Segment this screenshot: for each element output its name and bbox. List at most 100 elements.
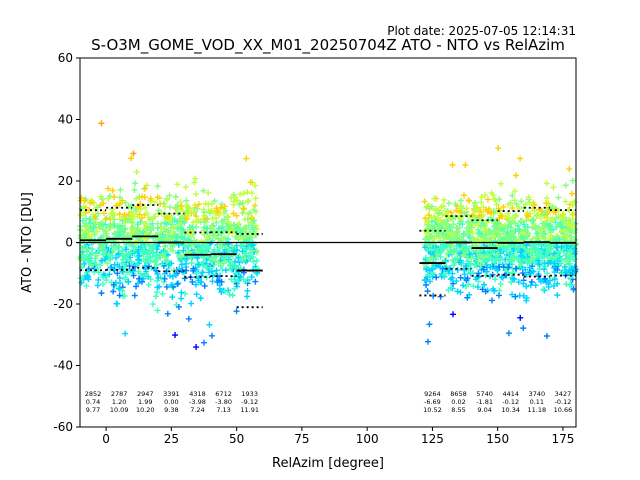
scatter-point	[190, 219, 197, 226]
scatter-point	[426, 278, 433, 285]
scatter-point	[127, 249, 134, 256]
scatter-point	[519, 217, 526, 224]
scatter-point	[190, 265, 197, 272]
scatter-point	[211, 246, 218, 253]
scatter-point	[130, 150, 137, 157]
scatter-point	[424, 338, 431, 345]
scatter-point	[218, 278, 225, 285]
scatter-point	[185, 212, 192, 219]
scatter-point	[188, 259, 195, 266]
scatter-point	[128, 155, 135, 162]
scatter-point	[515, 256, 522, 263]
scatter-point	[517, 249, 524, 256]
scatter-point	[512, 220, 519, 227]
bin-mean-label: 0.11	[530, 398, 544, 406]
scatter-point	[512, 265, 519, 272]
scatter-point	[180, 247, 187, 254]
scatter-point	[109, 187, 116, 194]
scatter-point	[125, 278, 132, 285]
scatter-point	[82, 228, 89, 235]
scatter-point	[520, 292, 527, 299]
scatter-point	[571, 250, 578, 257]
scatter-point	[177, 215, 184, 222]
scatter-point	[83, 282, 90, 289]
scatter-point	[508, 252, 515, 259]
scatter-point	[473, 207, 480, 214]
scatter-point	[169, 273, 176, 280]
scatter-point	[89, 231, 96, 238]
scatter-point	[457, 257, 464, 264]
scatter-point	[433, 205, 440, 212]
bin-count-label: 4414	[502, 390, 519, 398]
scatter-point	[178, 203, 185, 210]
scatter-point	[134, 248, 141, 255]
scatter-point	[177, 206, 184, 213]
scatter-point	[101, 210, 108, 217]
scatter-point	[94, 210, 101, 217]
scatter-point	[103, 273, 110, 280]
bin-sd-label: 11.91	[240, 406, 259, 414]
scatter-point	[523, 271, 530, 278]
scatter-point	[454, 224, 461, 231]
scatter-point	[562, 198, 569, 205]
bin-count-label: 9264	[424, 390, 441, 398]
scatter-point	[458, 203, 465, 210]
scatter-point	[512, 243, 519, 250]
scatter-point	[247, 179, 254, 186]
scatter-point	[164, 310, 171, 317]
scatter-point	[496, 233, 503, 240]
scatter-point	[550, 184, 557, 191]
scatter-point	[102, 228, 109, 235]
scatter-point	[201, 218, 208, 225]
scatter-point	[209, 215, 216, 222]
scatter-point	[439, 245, 446, 252]
scatter-point	[124, 232, 131, 239]
scatter-point	[479, 286, 486, 293]
scatter-point	[509, 192, 516, 199]
scatter-point	[174, 233, 181, 240]
scatter-point	[99, 281, 106, 288]
scatter-point	[551, 276, 558, 283]
scatter-point	[496, 196, 503, 203]
scatter-point	[170, 223, 177, 230]
scatter-point	[97, 262, 104, 269]
scatter-point	[88, 250, 95, 257]
scatter-point	[554, 280, 561, 287]
scatter-point	[233, 308, 240, 315]
scatter-point	[532, 282, 539, 289]
scatter-point	[508, 229, 515, 236]
scatter-point	[108, 210, 115, 217]
scatter-point	[159, 251, 166, 257]
scatter-point	[130, 243, 137, 250]
scatter-point	[542, 242, 549, 249]
bin-count-label: 1933	[241, 390, 258, 398]
scatter-point	[569, 202, 576, 209]
chart-title: S-O3M_GOME_VOD_XX_M01_20250704Z ATO - NT…	[91, 36, 565, 55]
bin-count-label: 3391	[163, 390, 180, 398]
scatter-point	[122, 330, 129, 337]
scatter-point	[116, 216, 123, 223]
scatter-point	[540, 233, 547, 240]
scatter-point	[97, 257, 104, 264]
scatter-point	[228, 276, 235, 283]
scatter-point	[201, 282, 208, 289]
scatter-point	[98, 120, 105, 127]
scatter-point	[482, 192, 489, 199]
scatter-point	[160, 278, 167, 285]
scatter-point	[504, 244, 511, 251]
scatter-point	[528, 278, 535, 285]
scatter-point	[453, 278, 460, 285]
scatter-point	[87, 199, 94, 206]
scatter-point	[555, 194, 562, 201]
scatter-point	[126, 263, 133, 270]
scatter-point	[545, 283, 552, 290]
scatter-point	[476, 212, 483, 219]
scatter-point	[492, 227, 499, 234]
scatter-point	[182, 290, 189, 297]
scatter-point	[197, 295, 204, 302]
scatter-point	[569, 190, 576, 197]
scatter-point	[164, 214, 171, 221]
scatter-point	[104, 260, 111, 267]
bin-mean-label: -6.69	[424, 398, 441, 406]
